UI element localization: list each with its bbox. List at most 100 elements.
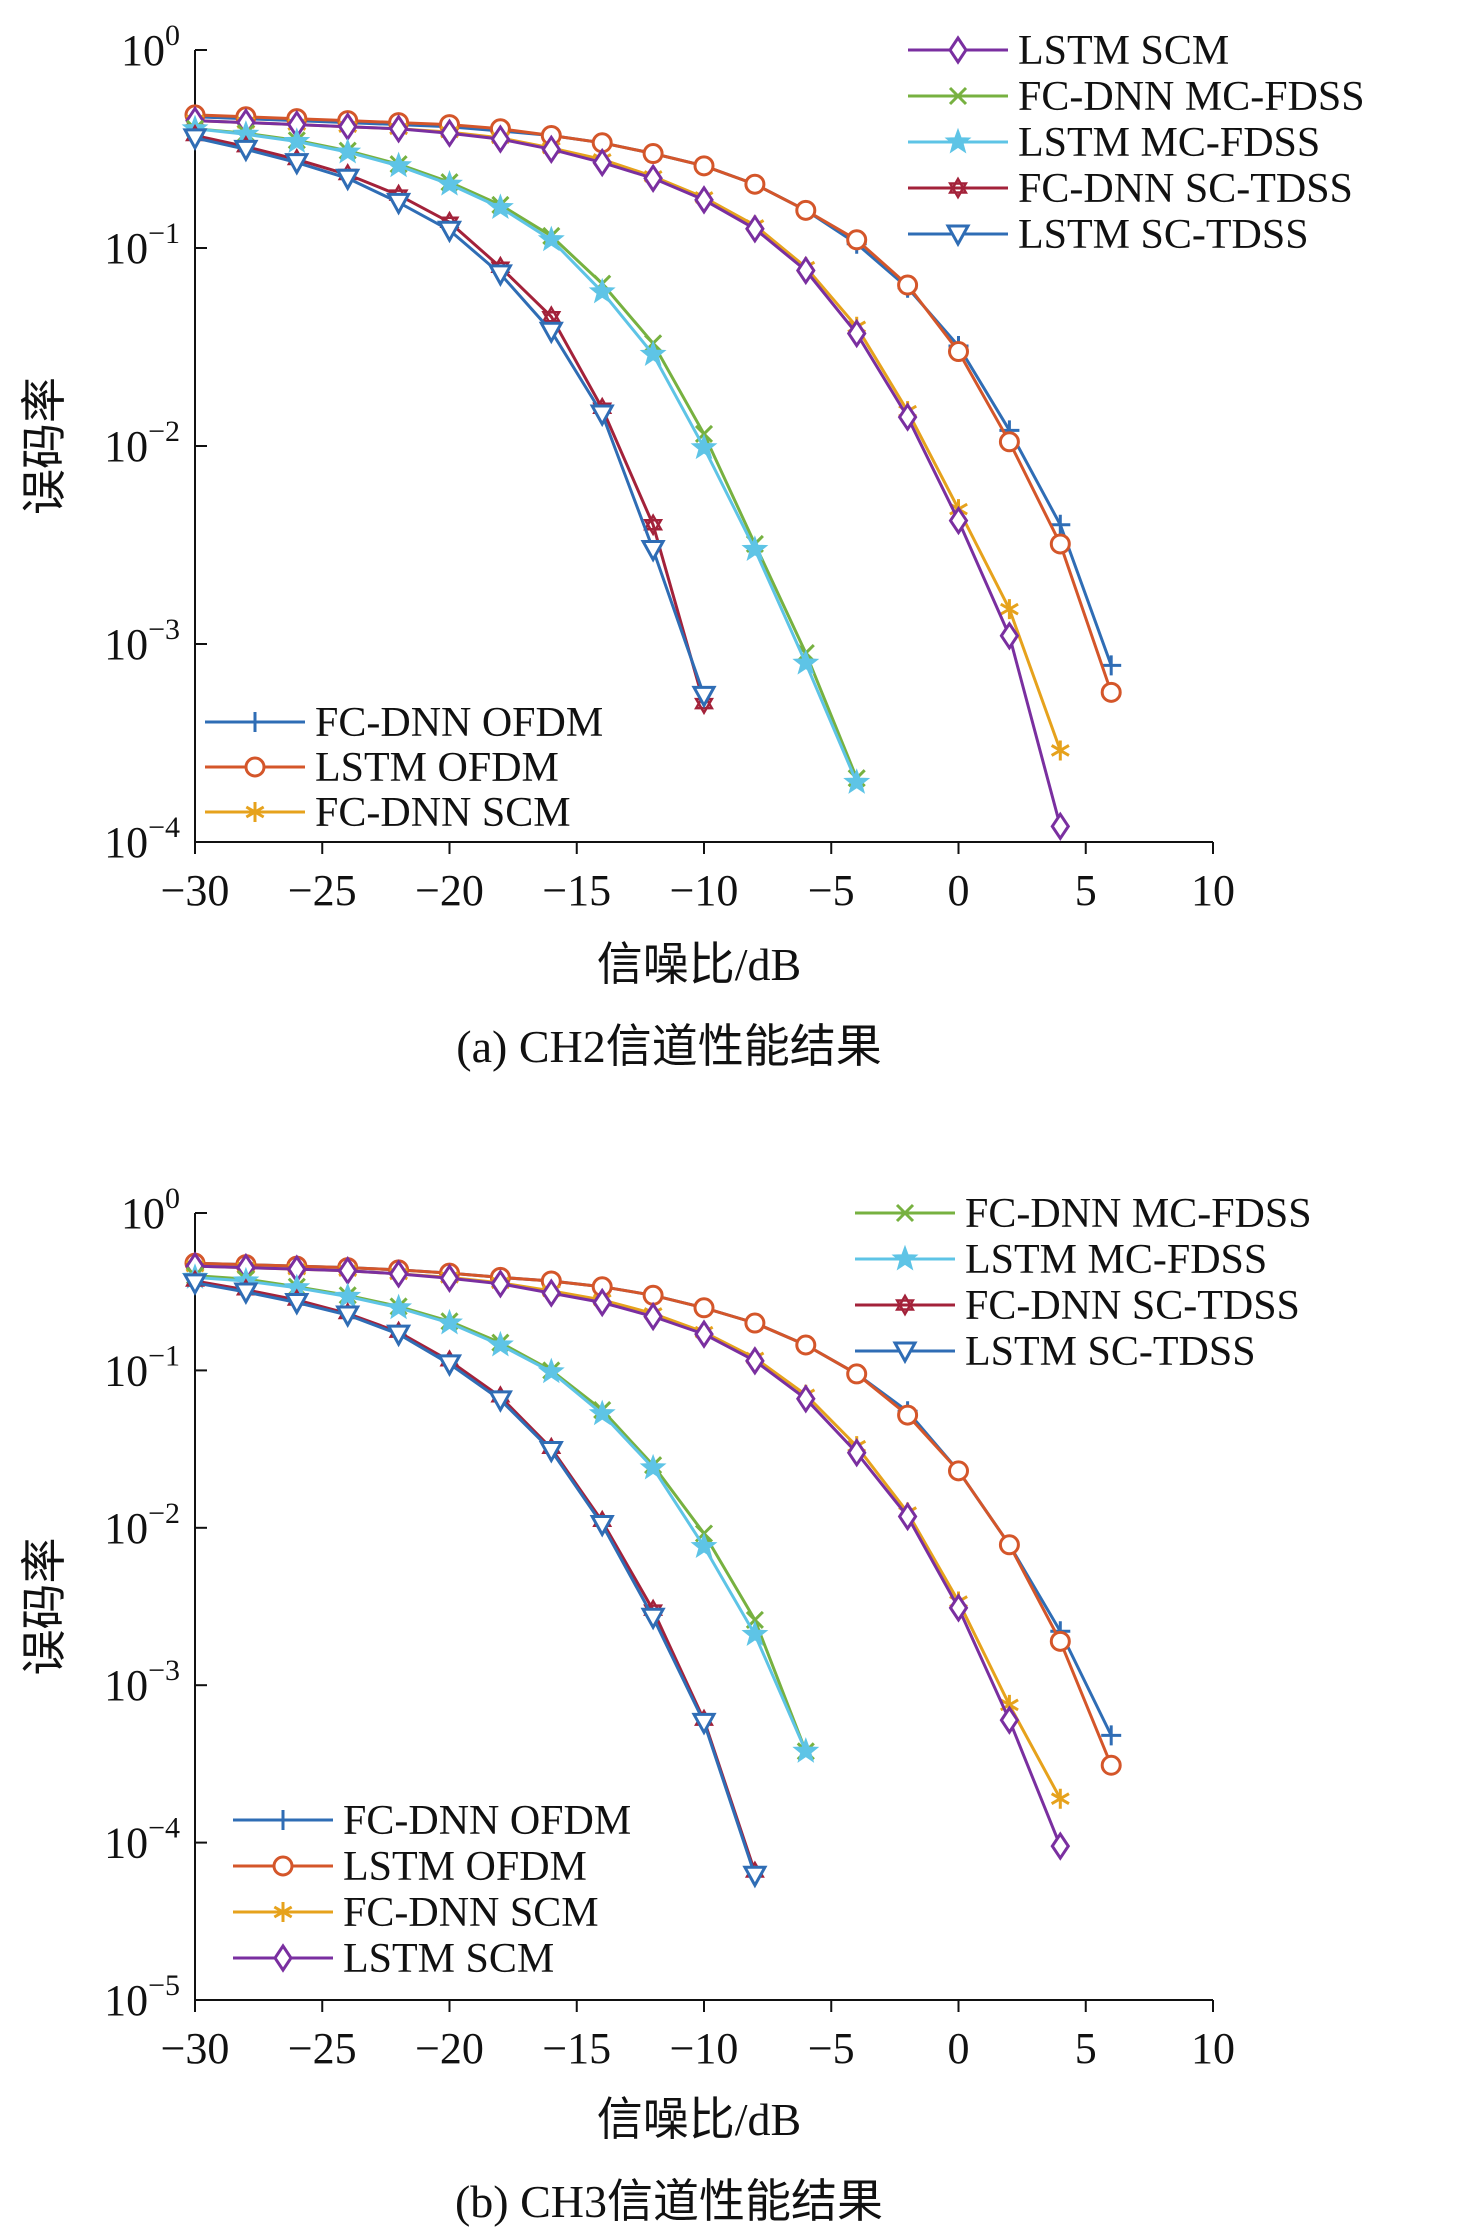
data-point bbox=[640, 1607, 666, 1631]
legend-entry: FC-DNN SCM bbox=[233, 1890, 599, 1936]
data-point bbox=[592, 1287, 613, 1318]
data-point bbox=[487, 1390, 513, 1413]
data-point bbox=[795, 1384, 816, 1414]
data-point bbox=[897, 274, 919, 296]
series-lstm-mc-fdss bbox=[181, 114, 871, 794]
series-line bbox=[194, 1279, 757, 1873]
data-point bbox=[182, 128, 208, 151]
data-point bbox=[691, 685, 717, 709]
legend-entry: LSTM OFDM bbox=[233, 1844, 587, 1890]
data-point bbox=[589, 404, 615, 428]
y-tick-label: 10−3 bbox=[104, 613, 180, 669]
legend-label: LSTM OFDM bbox=[343, 1844, 587, 1890]
data-point bbox=[846, 318, 867, 349]
legend-label: FC-DNN OFDM bbox=[343, 1798, 631, 1844]
legend-label: FC-DNN SC-TDSS bbox=[965, 1283, 1300, 1329]
legend-label: LSTM SCM bbox=[1018, 28, 1229, 74]
data-point bbox=[486, 1330, 514, 1357]
data-point bbox=[795, 1334, 817, 1356]
data-point bbox=[795, 255, 816, 286]
data-point bbox=[792, 1737, 820, 1763]
x-tick-label: −5 bbox=[808, 2024, 855, 2073]
series-line bbox=[194, 1264, 1062, 1800]
data-point bbox=[741, 1620, 769, 1646]
series-line bbox=[194, 113, 1113, 693]
data-point bbox=[742, 1865, 768, 1889]
series-lstm-scm bbox=[185, 1251, 1071, 1861]
data-point bbox=[439, 1263, 460, 1293]
legend-label: FC-DNN SCM bbox=[315, 790, 571, 836]
data-point bbox=[541, 1278, 562, 1308]
data-point bbox=[1101, 1725, 1122, 1746]
data-point bbox=[795, 199, 817, 221]
data-point bbox=[538, 1440, 564, 1464]
data-point bbox=[999, 621, 1020, 651]
x-tick-label: −20 bbox=[415, 2024, 484, 2073]
data-point bbox=[998, 431, 1020, 453]
y-axis-label: 误码率 bbox=[19, 377, 70, 515]
data-point bbox=[439, 118, 460, 148]
data-point bbox=[486, 193, 514, 220]
data-point bbox=[335, 168, 361, 192]
x-tick-label: −30 bbox=[161, 2024, 230, 2073]
series-fc-dnn-scm bbox=[185, 1256, 1070, 1809]
data-point bbox=[999, 599, 1019, 620]
data-point bbox=[386, 1324, 412, 1348]
y-tick-label: 100 bbox=[121, 19, 180, 75]
legend-label: LSTM SC-TDSS bbox=[1018, 212, 1309, 258]
data-point bbox=[592, 147, 613, 178]
x-tick-label: −15 bbox=[542, 2024, 611, 2073]
legend-entry: LSTM OFDM bbox=[205, 745, 559, 791]
legend-entry: LSTM SCM bbox=[908, 28, 1229, 74]
data-point bbox=[642, 1284, 664, 1306]
legend-label: FC-DNN MC-FDSS bbox=[965, 1191, 1312, 1237]
data-point bbox=[589, 1514, 615, 1538]
legend-label: FC-DNN OFDM bbox=[315, 700, 603, 746]
data-point bbox=[233, 139, 259, 163]
x-tick-label: 10 bbox=[1191, 866, 1235, 915]
data-point bbox=[846, 229, 868, 251]
data-point bbox=[948, 1460, 969, 1482]
data-point bbox=[690, 1532, 718, 1559]
x-tick-label: 5 bbox=[1075, 2024, 1097, 2073]
series-lstm-sc-tdss bbox=[182, 1273, 768, 1889]
y-tick-label: 10−1 bbox=[104, 1339, 180, 1395]
data-point bbox=[487, 264, 513, 287]
x-tick-label: −30 bbox=[161, 866, 230, 915]
data-point bbox=[1049, 533, 1071, 555]
data-point bbox=[639, 1453, 667, 1480]
series-line bbox=[194, 115, 1113, 666]
data-point bbox=[694, 1319, 714, 1349]
figure-caption: (b) CH3信道性能结果 bbox=[455, 2176, 883, 2227]
data-point bbox=[843, 768, 871, 794]
data-point bbox=[948, 341, 969, 363]
x-tick-label: −10 bbox=[670, 866, 739, 915]
series-fc-dnn-scm bbox=[185, 110, 1070, 761]
data-point bbox=[1050, 1788, 1070, 1809]
data-point bbox=[744, 173, 766, 195]
x-tick-label: −5 bbox=[808, 866, 855, 915]
data-point bbox=[745, 214, 765, 244]
legend-entry: LSTM SCM bbox=[233, 1936, 554, 1982]
data-point bbox=[1050, 514, 1071, 535]
data-point bbox=[388, 114, 409, 144]
data-point bbox=[1049, 1630, 1071, 1652]
data-point bbox=[385, 1293, 413, 1320]
data-point bbox=[745, 1346, 765, 1376]
y-tick-label: 10−3 bbox=[104, 1654, 180, 1710]
data-point bbox=[541, 305, 562, 329]
data-point bbox=[1100, 1754, 1122, 1776]
data-point bbox=[490, 124, 511, 154]
series-line bbox=[194, 1281, 757, 1876]
data-point bbox=[541, 134, 562, 165]
legend-entry: FC-DNN SC-TDSS bbox=[855, 1283, 1300, 1329]
series-line bbox=[194, 119, 1062, 751]
y-tick-label: 10−2 bbox=[104, 1497, 180, 1553]
data-point bbox=[1101, 655, 1122, 676]
data-point bbox=[386, 192, 412, 216]
data-point bbox=[694, 185, 714, 215]
data-point bbox=[490, 1269, 511, 1299]
data-point bbox=[846, 1437, 867, 1468]
data-point bbox=[741, 535, 769, 561]
